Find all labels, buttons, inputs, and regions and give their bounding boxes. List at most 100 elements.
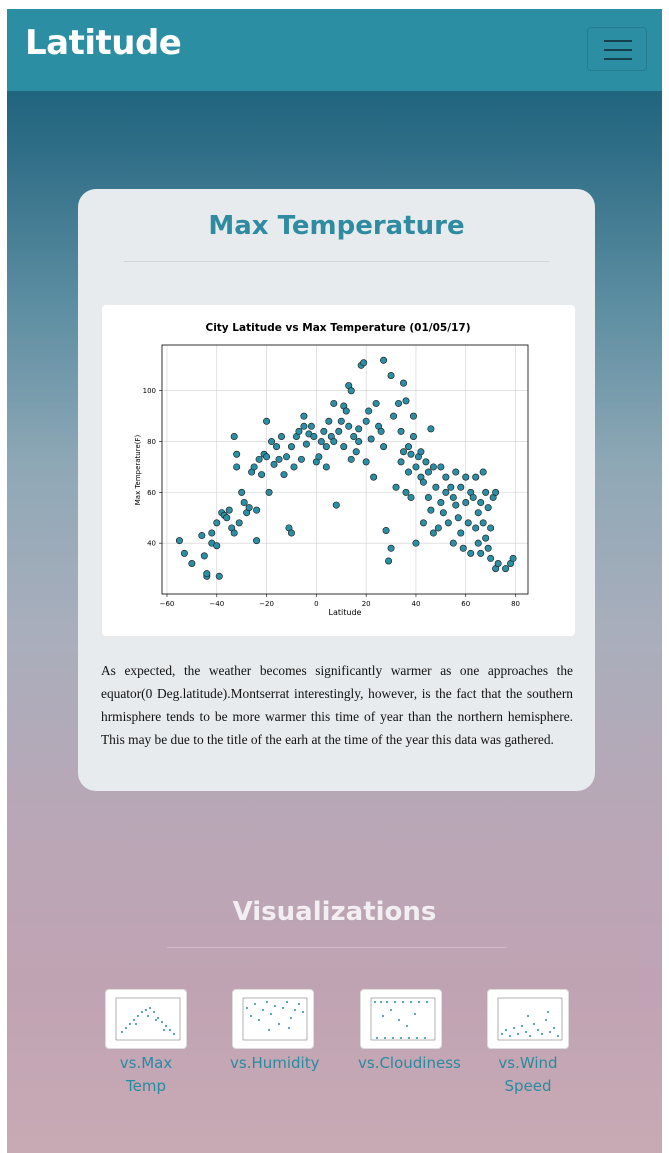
scatter-point bbox=[494, 560, 502, 568]
card-title: Max Temperature bbox=[208, 211, 465, 241]
scatter-point bbox=[457, 529, 465, 537]
thumbnail-wind-speed[interactable] bbox=[487, 989, 569, 1049]
scatter-point bbox=[472, 473, 480, 481]
x-tick-label: 60 bbox=[461, 600, 470, 608]
scatter-point bbox=[300, 412, 308, 420]
scatter-point bbox=[479, 468, 487, 476]
chart-ticks: −60 −40 −20 0 20 40 60 80 40 60 80 100 bbox=[143, 387, 520, 608]
x-tick-label: 20 bbox=[362, 600, 371, 608]
scatter-point bbox=[302, 440, 310, 448]
scatter-point bbox=[484, 544, 492, 552]
scatter-point bbox=[474, 539, 482, 547]
scatter-point bbox=[492, 488, 500, 496]
y-tick-label: 40 bbox=[147, 540, 156, 548]
scatter-point bbox=[400, 379, 408, 387]
thumbnail-cloudiness[interactable] bbox=[360, 989, 442, 1049]
scatter-point bbox=[188, 560, 196, 568]
scatter-point bbox=[198, 532, 206, 540]
scatter-point bbox=[270, 460, 278, 468]
scatter-point bbox=[487, 524, 495, 532]
hamburger-icon bbox=[604, 40, 632, 42]
scatter-point bbox=[397, 427, 405, 435]
viz-label-humidity[interactable]: vs.Humidity bbox=[230, 1054, 320, 1072]
scatter-point bbox=[462, 499, 470, 507]
scatter-point bbox=[422, 458, 430, 466]
scatter-point bbox=[362, 458, 370, 466]
scatter-point bbox=[412, 463, 420, 471]
scatter-point bbox=[452, 468, 460, 476]
scatter-point bbox=[352, 448, 360, 456]
y-tick-label: 80 bbox=[147, 438, 156, 446]
scatter-point bbox=[404, 468, 412, 476]
scatter-point bbox=[278, 432, 286, 440]
card-divider bbox=[124, 261, 549, 262]
scatter-point bbox=[412, 539, 420, 547]
thumbnail-cloudiness-image bbox=[370, 997, 436, 1041]
scatter-point bbox=[385, 557, 393, 565]
scatter-point bbox=[474, 509, 482, 517]
scatter-point bbox=[265, 488, 273, 496]
viz-label-cloudiness[interactable]: vs.Cloudiness bbox=[358, 1054, 461, 1072]
viz-item-max-temp[interactable]: vs.Max Temp bbox=[103, 989, 189, 1098]
scatter-point bbox=[238, 488, 246, 496]
scatter-point bbox=[345, 422, 353, 430]
chart-title: City Latitude vs Max Temperature (01/05/… bbox=[205, 322, 470, 334]
viz-label-wind-speed[interactable]: vs.Wind Speed bbox=[498, 1054, 558, 1095]
scatter-point bbox=[392, 483, 400, 491]
scatter-point bbox=[315, 453, 323, 461]
chart-grid bbox=[162, 345, 528, 594]
scatter-point bbox=[335, 427, 343, 435]
x-tick-label: −60 bbox=[160, 600, 175, 608]
scatter-point bbox=[322, 443, 330, 451]
scatter-point bbox=[404, 443, 412, 451]
scatter-point bbox=[407, 493, 415, 501]
scatter-point bbox=[447, 483, 455, 491]
x-tick-label: 40 bbox=[411, 600, 420, 608]
scatter-point bbox=[407, 450, 415, 458]
scatter-point bbox=[400, 448, 408, 456]
visualizations-divider bbox=[167, 947, 507, 948]
viz-item-cloudiness[interactable]: vs.Cloudiness bbox=[358, 989, 461, 1075]
plot-frame bbox=[161, 344, 529, 595]
scatter-point bbox=[273, 443, 281, 451]
scatter-point bbox=[300, 422, 308, 430]
scatter-point bbox=[409, 432, 417, 440]
scatter-point bbox=[377, 427, 385, 435]
scatter-point bbox=[360, 359, 368, 367]
scatter-point bbox=[245, 504, 253, 512]
brand-logo[interactable]: Latitude bbox=[25, 23, 182, 63]
scatter-point bbox=[307, 422, 315, 430]
y-tick-label: 100 bbox=[143, 387, 156, 395]
scatter-point bbox=[449, 493, 457, 501]
viz-item-humidity[interactable]: vs.Humidity bbox=[230, 989, 320, 1075]
viz-item-wind-speed[interactable]: vs.Wind Speed bbox=[485, 989, 571, 1098]
scatter-point bbox=[347, 455, 355, 463]
hamburger-menu-button[interactable] bbox=[587, 27, 647, 71]
scatter-point bbox=[454, 514, 462, 522]
scatter-point bbox=[457, 483, 465, 491]
scatter-point bbox=[290, 463, 298, 471]
scatter-point bbox=[464, 519, 472, 527]
scatter-point bbox=[477, 499, 485, 507]
scatter-point bbox=[332, 501, 340, 509]
scatter-point bbox=[397, 458, 405, 466]
x-tick-label: 0 bbox=[314, 600, 318, 608]
scatter-point bbox=[482, 534, 490, 542]
scatter-point bbox=[387, 544, 395, 552]
scatter-point bbox=[297, 455, 305, 463]
thumbnail-max-temp[interactable] bbox=[105, 989, 187, 1049]
scatter-point bbox=[215, 572, 223, 580]
scatter-point bbox=[424, 493, 432, 501]
scatter-point bbox=[280, 471, 288, 479]
scatter-point bbox=[258, 471, 266, 479]
chart-points bbox=[175, 356, 517, 580]
thumbnail-humidity[interactable] bbox=[232, 989, 314, 1049]
scatter-point bbox=[325, 417, 333, 425]
scatter-point bbox=[427, 506, 435, 514]
scatter-point bbox=[233, 463, 241, 471]
scatter-point bbox=[340, 443, 348, 451]
viz-label-max-temp[interactable]: vs.Max Temp bbox=[119, 1054, 173, 1095]
scatter-point bbox=[230, 529, 238, 537]
scatter-point bbox=[317, 438, 325, 446]
scatter-point bbox=[479, 519, 487, 527]
